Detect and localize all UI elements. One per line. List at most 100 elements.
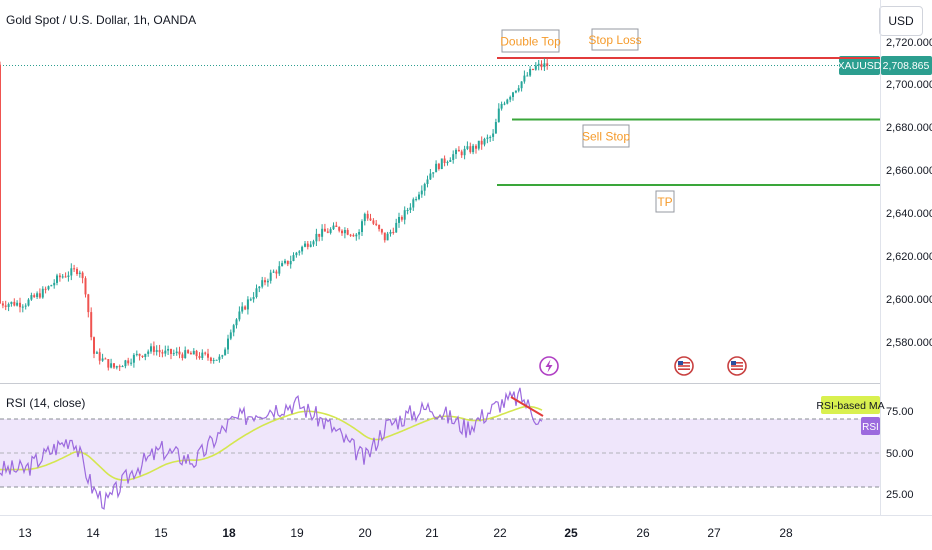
candle-body[interactable] (332, 225, 335, 230)
candle-body[interactable] (457, 149, 460, 152)
candle-body[interactable] (98, 352, 101, 361)
double-top-annotation[interactable]: Double Top (500, 29, 561, 53)
candle-body[interactable] (56, 275, 58, 283)
currency-button[interactable]: USD (879, 6, 923, 36)
candle-body[interactable] (537, 63, 540, 66)
candle-body[interactable] (329, 229, 332, 233)
candle-body[interactable] (212, 360, 215, 361)
candle-body[interactable] (50, 285, 53, 287)
candle-body[interactable] (70, 268, 73, 276)
candle-body[interactable] (406, 210, 409, 211)
candle-body[interactable] (418, 194, 420, 200)
rsi-title[interactable]: RSI (14, close) (6, 396, 85, 410)
candle-body[interactable] (144, 353, 147, 357)
candle-body[interactable] (10, 301, 13, 304)
candle-body[interactable] (472, 145, 475, 153)
candle-body[interactable] (201, 352, 204, 358)
candle-body[interactable] (36, 293, 39, 297)
candle-body[interactable] (420, 190, 423, 195)
candle-body[interactable] (546, 63, 549, 66)
candle-body[interactable] (24, 305, 27, 307)
candle-body[interactable] (403, 210, 406, 220)
candle-body[interactable] (67, 275, 70, 278)
candle-body[interactable] (463, 148, 466, 156)
candle-body[interactable] (497, 108, 500, 123)
candle-body[interactable] (306, 243, 309, 247)
candle-body[interactable] (107, 359, 110, 368)
candle-body[interactable] (33, 295, 36, 298)
candle-body[interactable] (543, 63, 546, 68)
candle-body[interactable] (170, 349, 172, 354)
candle-body[interactable] (318, 233, 321, 237)
candle-body[interactable] (409, 207, 412, 211)
candle-body[interactable] (321, 228, 324, 237)
candle-body[interactable] (16, 302, 19, 306)
candle-body[interactable] (432, 172, 435, 174)
price-axis[interactable]: 2,720.000 2,700.000 2,680.000 2,660.000 … (886, 37, 932, 349)
candle-body[interactable] (73, 268, 76, 270)
candle-body[interactable] (252, 297, 255, 300)
candle-body[interactable] (392, 232, 395, 233)
candle-body[interactable] (266, 280, 269, 283)
candle-body[interactable] (466, 146, 469, 149)
candle-body[interactable] (363, 213, 366, 222)
candle-body[interactable] (218, 356, 221, 360)
candle-body[interactable] (172, 353, 175, 355)
candle-body[interactable] (207, 353, 209, 358)
candle-body[interactable] (7, 304, 10, 307)
candle-body[interactable] (400, 217, 403, 220)
candle-body[interactable] (369, 218, 372, 221)
candle-body[interactable] (78, 272, 81, 274)
candle-body[interactable] (480, 140, 483, 145)
candle-body[interactable] (261, 280, 264, 287)
candle-body[interactable] (115, 366, 118, 368)
rsi-ma-line[interactable] (0, 405, 543, 481)
candle-body[interactable] (278, 266, 281, 274)
candle-body[interactable] (383, 232, 386, 241)
candle-body[interactable] (286, 260, 289, 265)
candle-body[interactable] (512, 92, 514, 97)
candle-body[interactable] (315, 233, 318, 242)
candle-body[interactable] (53, 282, 56, 286)
candle-body[interactable] (249, 299, 252, 301)
candle-body[interactable] (238, 311, 241, 320)
candle-body[interactable] (175, 351, 178, 354)
candle-body[interactable] (118, 366, 121, 368)
candle-body[interactable] (192, 350, 195, 355)
candle-body[interactable] (229, 332, 232, 339)
candle-body[interactable] (355, 234, 358, 237)
candle-body[interactable] (38, 293, 41, 298)
candle-body[interactable] (469, 146, 472, 153)
candle-body[interactable] (246, 299, 249, 310)
candle-body[interactable] (352, 235, 355, 237)
candle-body[interactable] (275, 271, 278, 274)
candle-body[interactable] (232, 325, 235, 333)
candle-body[interactable] (204, 352, 207, 354)
candle-body[interactable] (486, 137, 489, 139)
candle-body[interactable] (514, 90, 517, 93)
candles[interactable] (0, 58, 549, 371)
candle-body[interactable] (209, 357, 212, 361)
candle-body[interactable] (164, 350, 167, 354)
candle-body[interactable] (526, 75, 529, 77)
candle-body[interactable] (298, 251, 301, 253)
candle-body[interactable] (389, 232, 392, 234)
candle-body[interactable] (323, 228, 326, 232)
rsi-divergence-line[interactable] (510, 396, 544, 417)
candle-body[interactable] (187, 350, 190, 353)
candle-body[interactable] (489, 137, 492, 138)
candle-body[interactable] (167, 349, 170, 351)
candle-body[interactable] (304, 243, 306, 247)
candle-body[interactable] (494, 122, 497, 134)
candle-body[interactable] (21, 306, 24, 308)
candle-body[interactable] (189, 352, 192, 355)
candle-body[interactable] (509, 97, 512, 100)
candle-body[interactable] (378, 225, 381, 230)
candle-body[interactable] (135, 353, 138, 355)
candle-body[interactable] (338, 227, 341, 231)
candle-body[interactable] (475, 145, 477, 149)
candle-body[interactable] (244, 306, 247, 310)
candle-body[interactable] (61, 276, 64, 278)
candle-body[interactable] (532, 69, 534, 70)
